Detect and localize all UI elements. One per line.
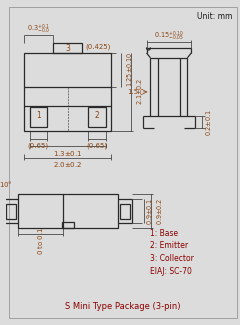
Text: EIAJ: SC-70: EIAJ: SC-70 (150, 266, 192, 276)
Text: $10°$: $10°$ (0, 179, 13, 189)
Bar (120, 204, 130, 218)
Text: 1: 1 (36, 111, 41, 120)
Text: $0.2{\pm}0.1$: $0.2{\pm}0.1$ (204, 109, 213, 136)
Text: 1: Base: 1: Base (150, 228, 179, 238)
Text: (0.65): (0.65) (86, 142, 107, 149)
Text: Unit: mm: Unit: mm (197, 12, 232, 21)
Bar (18, 194, 118, 228)
Text: $0$ to $0.1$: $0$ to $0.1$ (36, 227, 44, 255)
Text: (0.65): (0.65) (28, 142, 49, 149)
Text: $0.9{\pm}0.2$: $0.9{\pm}0.2$ (155, 198, 164, 225)
Text: $1.3{\pm}0.1$: $1.3{\pm}0.1$ (53, 149, 82, 158)
Bar (53, 43, 82, 53)
Text: (0.425): (0.425) (85, 44, 110, 50)
Text: 2: 2 (95, 111, 99, 120)
Bar (88, 108, 106, 127)
Bar (30, 108, 47, 127)
Text: $1.25{\pm}0.10$: $1.25{\pm}0.10$ (126, 52, 134, 87)
Text: 2: Emitter: 2: Emitter (150, 241, 189, 250)
Text: 3: 3 (65, 44, 70, 53)
Text: $0.9{\pm}0.1$: $0.9{\pm}0.1$ (145, 198, 154, 225)
Text: $2.1{\pm}0.2$: $2.1{\pm}0.2$ (135, 78, 144, 105)
Bar (6, 204, 16, 218)
Text: 1.5: 1.5 (127, 89, 138, 95)
Text: $2.0{\pm}0.2$: $2.0{\pm}0.2$ (53, 161, 82, 169)
Bar (24, 53, 111, 131)
Text: $0.3^{+0.1}_{-0.0}$: $0.3^{+0.1}_{-0.0}$ (27, 23, 50, 36)
Text: S Mini Type Package (3-pin): S Mini Type Package (3-pin) (65, 302, 181, 311)
Bar (150, 58, 187, 116)
Text: 3: Collector: 3: Collector (150, 254, 194, 263)
Text: $0.15^{+0.10}_{-0.05}$: $0.15^{+0.10}_{-0.05}$ (154, 30, 184, 43)
Bar (62, 222, 74, 228)
